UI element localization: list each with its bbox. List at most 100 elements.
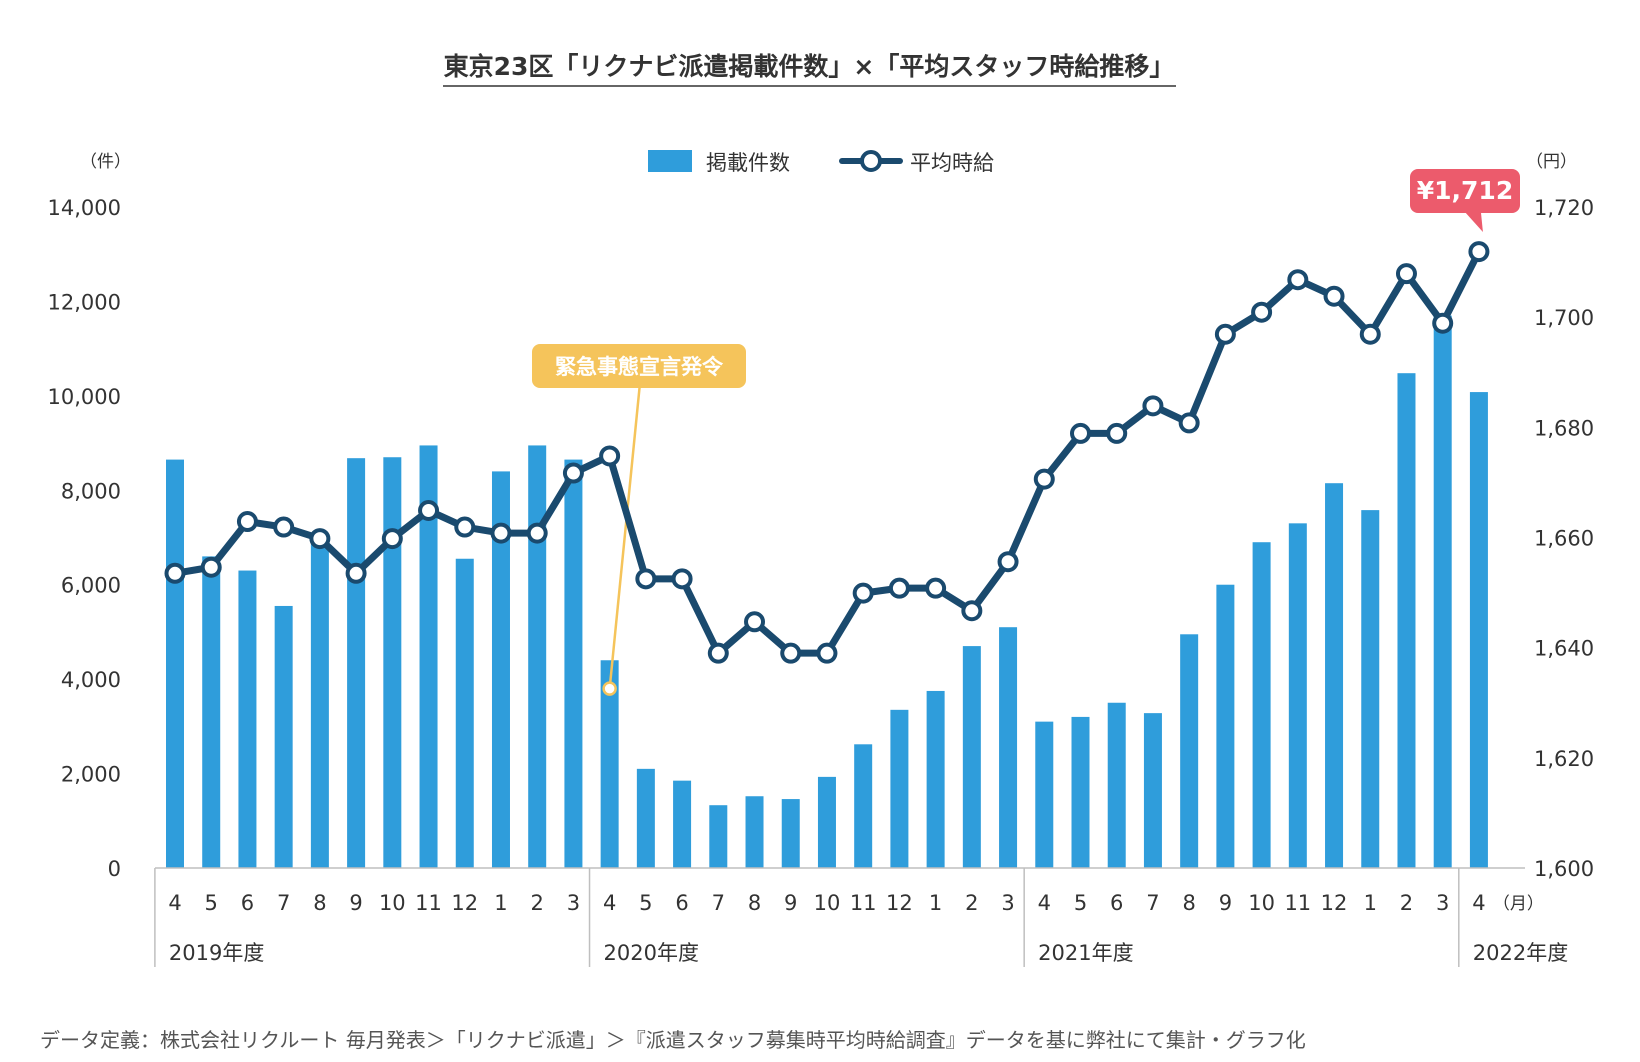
line-point bbox=[707, 642, 729, 664]
bar bbox=[1397, 373, 1416, 868]
line-point bbox=[1070, 422, 1091, 444]
bar bbox=[1180, 634, 1199, 868]
bar bbox=[491, 471, 510, 868]
bar bbox=[564, 459, 583, 868]
line-point bbox=[1323, 285, 1345, 307]
line-point bbox=[671, 568, 693, 590]
bar bbox=[962, 646, 981, 868]
line-point bbox=[1178, 412, 1200, 434]
month-label: 7 bbox=[1146, 891, 1159, 915]
line-point bbox=[562, 462, 584, 484]
month-label: 4 bbox=[603, 891, 616, 915]
month-label: 5 bbox=[639, 891, 652, 915]
bar bbox=[890, 709, 909, 868]
line-point bbox=[418, 500, 440, 522]
y-left-tick-label: 8,000 bbox=[61, 479, 121, 503]
price-callout-pointer bbox=[1464, 212, 1483, 232]
y-right-unit: （円） bbox=[1526, 152, 1577, 172]
line-point bbox=[635, 568, 657, 590]
line-point bbox=[200, 556, 222, 578]
month-label: 6 bbox=[1110, 891, 1123, 915]
line-point bbox=[780, 642, 802, 664]
y-right-tick-label: 1,700 bbox=[1534, 306, 1594, 330]
y-left-tick-label: 0 bbox=[108, 857, 121, 881]
bar bbox=[1288, 523, 1307, 868]
callout-leader bbox=[608, 382, 642, 689]
y-left-ticks: 0 2,000 4,000 6,000 8,000 10,000 12,000 14,000 bbox=[48, 196, 121, 881]
legend-line-label: 平均時給 bbox=[910, 151, 994, 175]
y-left-tick-label: 6,000 bbox=[61, 574, 121, 598]
line-point bbox=[164, 562, 186, 584]
fiscal-year-label: 2019年度 bbox=[169, 941, 264, 965]
y-right-tick-label: 1,720 bbox=[1534, 196, 1594, 220]
month-label: 6 bbox=[675, 891, 688, 915]
bar bbox=[854, 744, 873, 868]
bar bbox=[999, 627, 1018, 868]
fiscal-year-label: 2021年度 bbox=[1038, 941, 1133, 965]
line-point bbox=[1142, 395, 1164, 417]
bar bbox=[709, 805, 728, 868]
legend-bar-swatch bbox=[648, 150, 692, 172]
callout-anchor-dot bbox=[602, 681, 617, 696]
legend: 掲載件数 平均時給 bbox=[648, 150, 994, 175]
line-point bbox=[1287, 269, 1309, 291]
month-label: 10 bbox=[379, 891, 406, 915]
month-label: 1 bbox=[1364, 891, 1377, 915]
price-callout: ¥1,712 bbox=[1410, 169, 1520, 232]
bar bbox=[383, 457, 402, 868]
bar bbox=[781, 799, 800, 868]
line-point bbox=[1468, 241, 1490, 263]
month-label: 2 bbox=[1400, 891, 1413, 915]
line-point bbox=[1033, 468, 1055, 490]
bar bbox=[419, 445, 438, 868]
line-point bbox=[888, 577, 910, 599]
line-point bbox=[381, 528, 403, 550]
month-label: 2 bbox=[531, 891, 544, 915]
bar bbox=[1216, 584, 1235, 868]
line-point bbox=[1251, 301, 1273, 323]
bar bbox=[1469, 392, 1488, 868]
bar bbox=[1107, 702, 1126, 868]
month-label: 3 bbox=[1001, 891, 1014, 915]
line-point bbox=[744, 611, 766, 633]
bar bbox=[1071, 716, 1090, 868]
line-point bbox=[997, 551, 1019, 573]
y-right-tick-label: 1,640 bbox=[1534, 637, 1594, 661]
month-label: 12 bbox=[1321, 891, 1348, 915]
month-label: 11 bbox=[415, 891, 442, 915]
bar-series bbox=[166, 315, 1488, 868]
y-right-ticks: 1,600 1,620 1,640 1,660 1,680 1,700 1,720 bbox=[1534, 196, 1594, 881]
bar bbox=[347, 458, 366, 868]
bar bbox=[926, 690, 945, 868]
line-series bbox=[164, 241, 1490, 664]
bar bbox=[1035, 721, 1054, 868]
y-left-tick-label: 10,000 bbox=[48, 385, 121, 409]
line-point bbox=[273, 516, 295, 538]
month-label: 4 bbox=[168, 891, 181, 915]
fiscal-year-label: 2020年度 bbox=[604, 941, 699, 965]
line-point bbox=[526, 522, 548, 544]
month-label: 9 bbox=[349, 891, 362, 915]
price-callout-label: ¥1,712 bbox=[1417, 176, 1513, 205]
line-point bbox=[1395, 263, 1417, 285]
bar bbox=[600, 660, 619, 868]
price-callout-box bbox=[1410, 169, 1520, 213]
bar bbox=[202, 556, 221, 868]
month-label: 11 bbox=[850, 891, 877, 915]
month-label: 12 bbox=[451, 891, 478, 915]
line-point bbox=[454, 516, 476, 538]
line-point bbox=[925, 577, 947, 599]
month-label: 5 bbox=[205, 891, 218, 915]
callout-label: 緊急事態宣言発令 bbox=[555, 355, 724, 379]
month-label: 8 bbox=[1182, 891, 1195, 915]
month-label: 1 bbox=[929, 891, 942, 915]
y-left-tick-label: 12,000 bbox=[48, 290, 121, 314]
line-point bbox=[345, 562, 367, 584]
chart-title: 東京23区「リクナビ派遣掲載件数」×「平均スタッフ時給推移」 bbox=[444, 52, 1175, 81]
bar bbox=[274, 605, 293, 868]
bar bbox=[1252, 542, 1271, 868]
line-point bbox=[490, 522, 512, 544]
month-label: 8 bbox=[748, 891, 761, 915]
line-point bbox=[236, 511, 258, 533]
month-label: 7 bbox=[277, 891, 290, 915]
